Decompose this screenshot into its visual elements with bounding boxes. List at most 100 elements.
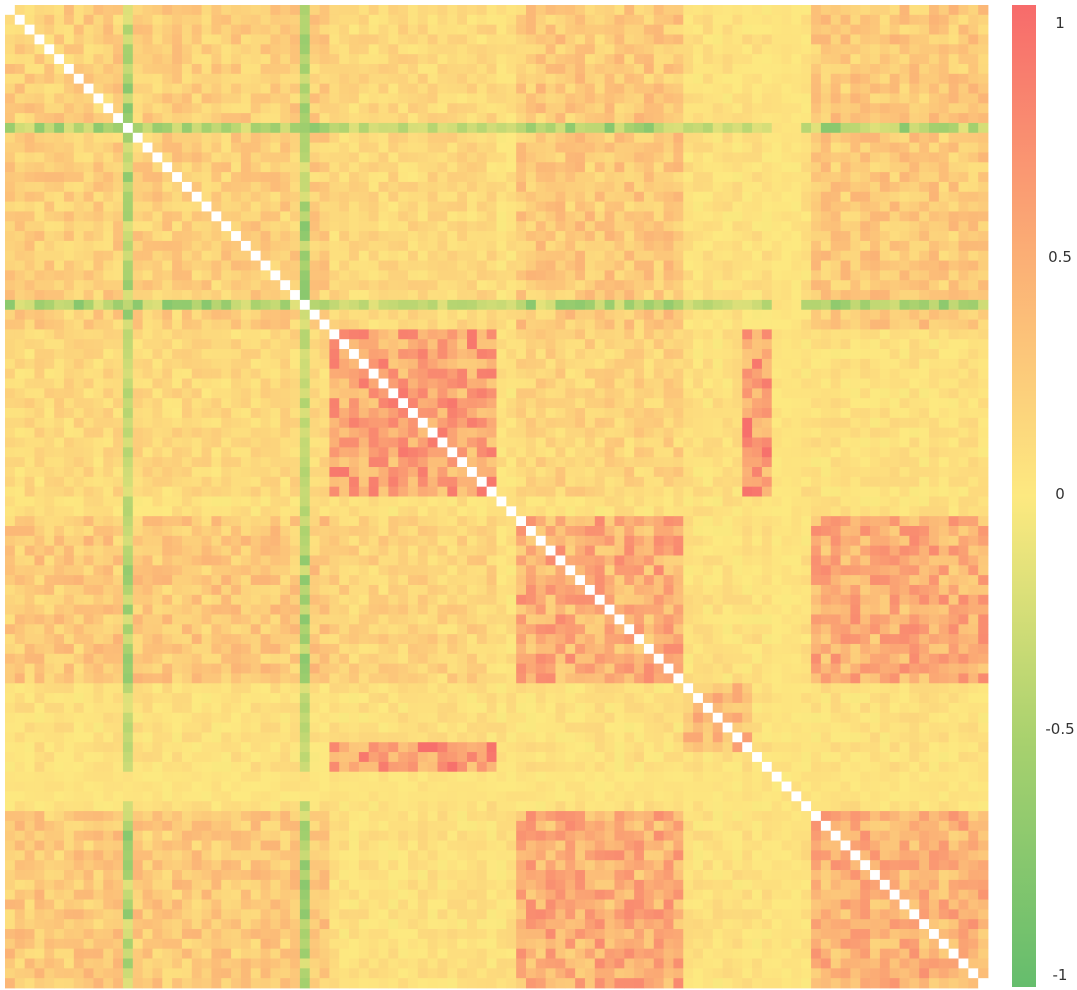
heatmap-cell (14, 270, 26, 281)
heatmap-cell (614, 211, 625, 222)
heatmap-cell (447, 427, 458, 438)
heatmap-cell (742, 44, 753, 55)
heatmap-cell (860, 73, 871, 85)
heatmap-cell (368, 437, 379, 448)
heatmap-cell (408, 162, 419, 173)
heatmap-cell (929, 221, 940, 232)
heatmap-cell (752, 5, 763, 16)
heatmap-cell (781, 427, 792, 438)
heatmap-cell (339, 54, 350, 65)
heatmap-cell (614, 457, 625, 468)
heatmap-cell (427, 417, 438, 429)
heatmap-cell (250, 113, 261, 124)
heatmap-cell (349, 427, 360, 438)
heatmap-cell (879, 408, 891, 419)
heatmap-cell (958, 73, 969, 85)
heatmap-cell (968, 329, 979, 340)
heatmap-diagonal-cell (467, 467, 478, 478)
heatmap-cell (319, 113, 330, 124)
heatmap-diagonal-cell (486, 486, 497, 497)
heatmap-cell (231, 54, 242, 65)
heatmap-cell (378, 14, 389, 26)
heatmap-cell (132, 44, 144, 55)
heatmap-cell (545, 83, 556, 94)
heatmap-cell (594, 231, 606, 242)
heatmap-cell (584, 417, 596, 429)
heatmap-cell (634, 319, 645, 330)
heatmap-cell (122, 299, 134, 311)
heatmap-cell (781, 358, 792, 370)
heatmap-cell (398, 221, 409, 232)
heatmap-cell (693, 368, 704, 379)
heatmap-cell (634, 467, 645, 478)
heatmap-cell (467, 319, 478, 330)
heatmap-cell (575, 162, 586, 173)
heatmap-cell (54, 93, 65, 104)
heatmap-cell (368, 358, 379, 370)
heatmap-cell (181, 201, 193, 212)
heatmap-cell (584, 290, 596, 301)
heatmap-cell (968, 290, 979, 301)
heatmap-cell (811, 5, 822, 16)
heatmap-cell (565, 103, 576, 114)
heatmap-cell (948, 122, 959, 134)
heatmap-diagonal-cell (417, 417, 429, 429)
heatmap-cell (594, 447, 606, 458)
heatmap-cell (624, 14, 635, 26)
heatmap-cell (663, 24, 674, 35)
heatmap-cell (820, 457, 832, 468)
heatmap-cell (909, 14, 920, 26)
heatmap-cell (122, 181, 134, 193)
heatmap-cell (427, 103, 438, 114)
heatmap-cell (752, 299, 763, 311)
heatmap-cell (968, 34, 979, 45)
heatmap-cell (358, 240, 370, 252)
heatmap-cell (506, 122, 517, 134)
heatmap-cell (761, 388, 773, 399)
heatmap-cell (467, 83, 478, 94)
heatmap-cell (398, 378, 409, 389)
heatmap-cell (840, 142, 851, 153)
heatmap-cell (604, 299, 615, 311)
heatmap-cell (830, 358, 841, 370)
heatmap-cell (486, 181, 497, 193)
heatmap-cell (250, 5, 261, 16)
heatmap-cell (457, 329, 468, 340)
heatmap-cell (742, 162, 753, 173)
heatmap-cell (437, 113, 448, 124)
heatmap-cell (427, 211, 438, 222)
heatmap-cell (260, 417, 271, 429)
heatmap-cell (584, 476, 596, 488)
heatmap-cell (663, 408, 674, 419)
heatmap-cell (929, 191, 940, 202)
heatmap-cell (584, 358, 596, 370)
heatmap-cell (643, 191, 655, 202)
heatmap-cell (388, 486, 399, 497)
heatmap-cell (378, 181, 389, 193)
heatmap-cell (535, 250, 547, 261)
heatmap-cell (24, 398, 35, 409)
heatmap-cell (152, 319, 163, 330)
heatmap-cell (260, 113, 271, 124)
heatmap-cell (643, 447, 655, 458)
heatmap-cell (594, 122, 606, 134)
heatmap-cell (811, 486, 822, 497)
heatmap-cell (388, 378, 399, 389)
heatmap-cell (643, 240, 655, 252)
heatmap-cell (722, 358, 733, 370)
heatmap-cell (801, 93, 812, 104)
heatmap-cell (457, 250, 468, 261)
heatmap-cell (349, 63, 360, 75)
heatmap-cell (457, 73, 468, 85)
heatmap-cell (643, 388, 655, 399)
heatmap-cell (280, 408, 291, 419)
heatmap-cell (467, 486, 478, 497)
heatmap-cell (604, 172, 615, 183)
heatmap-cell (899, 172, 910, 183)
heatmap-cell (447, 368, 458, 379)
heatmap-cell (830, 309, 841, 320)
heatmap-cell (565, 447, 576, 458)
heatmap-cell (54, 44, 65, 55)
heatmap-cell (5, 73, 16, 85)
heatmap-cell (358, 378, 370, 389)
